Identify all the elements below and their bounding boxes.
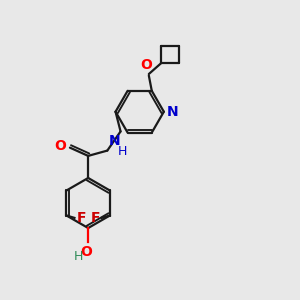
Text: H: H — [74, 250, 83, 263]
Text: O: O — [80, 245, 92, 259]
Text: F: F — [90, 211, 100, 225]
Text: O: O — [55, 139, 66, 153]
Text: H: H — [118, 145, 127, 158]
Text: O: O — [140, 58, 152, 72]
Text: N: N — [167, 105, 178, 119]
Text: N: N — [109, 134, 120, 148]
Text: F: F — [76, 211, 86, 225]
